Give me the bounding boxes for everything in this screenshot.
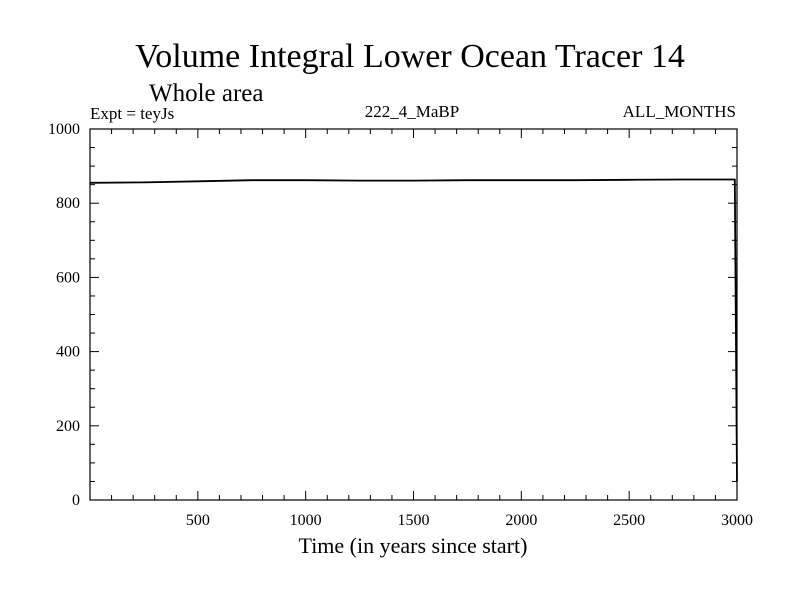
y-tick-label: 400 [56,344,80,361]
chart-subtitle: Whole area [149,80,264,107]
x-tick-label: 2000 [505,512,537,529]
x-tick-label: 3000 [721,512,753,529]
x-tick-label: 500 [186,512,210,529]
x-tick-label: 1500 [398,512,430,529]
y-tick-label: 200 [56,418,80,435]
chart-title: Volume Integral Lower Ocean Tracer 14 [135,38,685,75]
y-axis-tick-labels: 0 200 400 600 800 1000 [48,121,80,509]
x-tick-label: 1000 [290,512,322,529]
period-label: ALL_MONTHS [623,102,736,121]
series-layer [89,178,738,482]
series-line [89,178,738,482]
y-tick-label: 0 [72,492,80,509]
y-tick-label: 800 [56,195,80,212]
x-axis-tick-labels: 500 1000 1500 2000 2500 3000 [186,512,753,529]
plot-frame [89,128,738,501]
x-axis-label: Time (in years since start) [299,533,528,558]
experiment-label: Expt = teyJs [90,104,174,123]
x-axis-ticks [111,129,716,500]
x-tick-label: 2500 [613,512,645,529]
y-tick-label: 1000 [48,121,80,138]
y-axis-ticks [90,147,737,482]
run-label: 222_4_MaBP [365,102,459,121]
y-tick-label: 600 [56,269,80,286]
